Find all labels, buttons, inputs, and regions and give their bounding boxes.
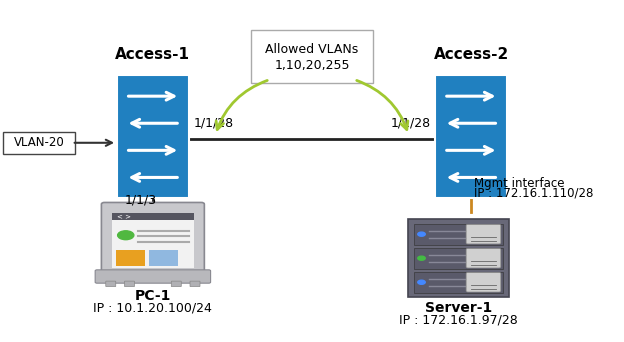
FancyBboxPatch shape bbox=[112, 213, 193, 220]
FancyBboxPatch shape bbox=[408, 219, 509, 297]
FancyBboxPatch shape bbox=[466, 248, 501, 268]
Circle shape bbox=[418, 256, 426, 260]
FancyBboxPatch shape bbox=[117, 75, 188, 198]
FancyBboxPatch shape bbox=[105, 281, 116, 287]
FancyBboxPatch shape bbox=[149, 250, 178, 266]
FancyBboxPatch shape bbox=[466, 224, 501, 244]
Text: IP : 172.16.1.110/28: IP : 172.16.1.110/28 bbox=[474, 187, 593, 200]
Text: Mgmt interface: Mgmt interface bbox=[474, 177, 565, 190]
Circle shape bbox=[418, 280, 426, 284]
FancyBboxPatch shape bbox=[414, 272, 503, 293]
Text: IP : 172.16.1.97/28: IP : 172.16.1.97/28 bbox=[399, 313, 518, 326]
Circle shape bbox=[117, 231, 134, 240]
Text: < >: < > bbox=[117, 214, 131, 220]
Text: PC-1: PC-1 bbox=[135, 289, 171, 303]
Text: 1,10,20,255: 1,10,20,255 bbox=[275, 59, 349, 72]
FancyBboxPatch shape bbox=[116, 250, 145, 266]
FancyBboxPatch shape bbox=[190, 281, 200, 287]
Text: 1/1/28: 1/1/28 bbox=[193, 117, 233, 130]
Text: 1/1/28: 1/1/28 bbox=[391, 117, 431, 130]
Text: 1/1/3: 1/1/3 bbox=[125, 194, 157, 207]
FancyBboxPatch shape bbox=[124, 281, 134, 287]
FancyBboxPatch shape bbox=[112, 213, 193, 268]
FancyBboxPatch shape bbox=[414, 248, 503, 269]
FancyBboxPatch shape bbox=[436, 75, 507, 198]
FancyBboxPatch shape bbox=[95, 270, 210, 283]
FancyBboxPatch shape bbox=[414, 224, 503, 245]
FancyBboxPatch shape bbox=[251, 30, 373, 83]
Text: VLAN-20: VLAN-20 bbox=[14, 136, 64, 149]
FancyBboxPatch shape bbox=[466, 273, 501, 292]
Circle shape bbox=[418, 232, 426, 236]
Text: Access-1: Access-1 bbox=[115, 47, 190, 62]
Text: Allowed VLANs: Allowed VLANs bbox=[265, 43, 359, 56]
Text: Server-1: Server-1 bbox=[425, 301, 492, 315]
Text: Access-2: Access-2 bbox=[434, 47, 509, 62]
Text: IP : 10.1.20.100/24: IP : 10.1.20.100/24 bbox=[94, 301, 212, 314]
FancyBboxPatch shape bbox=[3, 132, 75, 154]
FancyBboxPatch shape bbox=[101, 202, 205, 274]
FancyBboxPatch shape bbox=[171, 281, 182, 287]
